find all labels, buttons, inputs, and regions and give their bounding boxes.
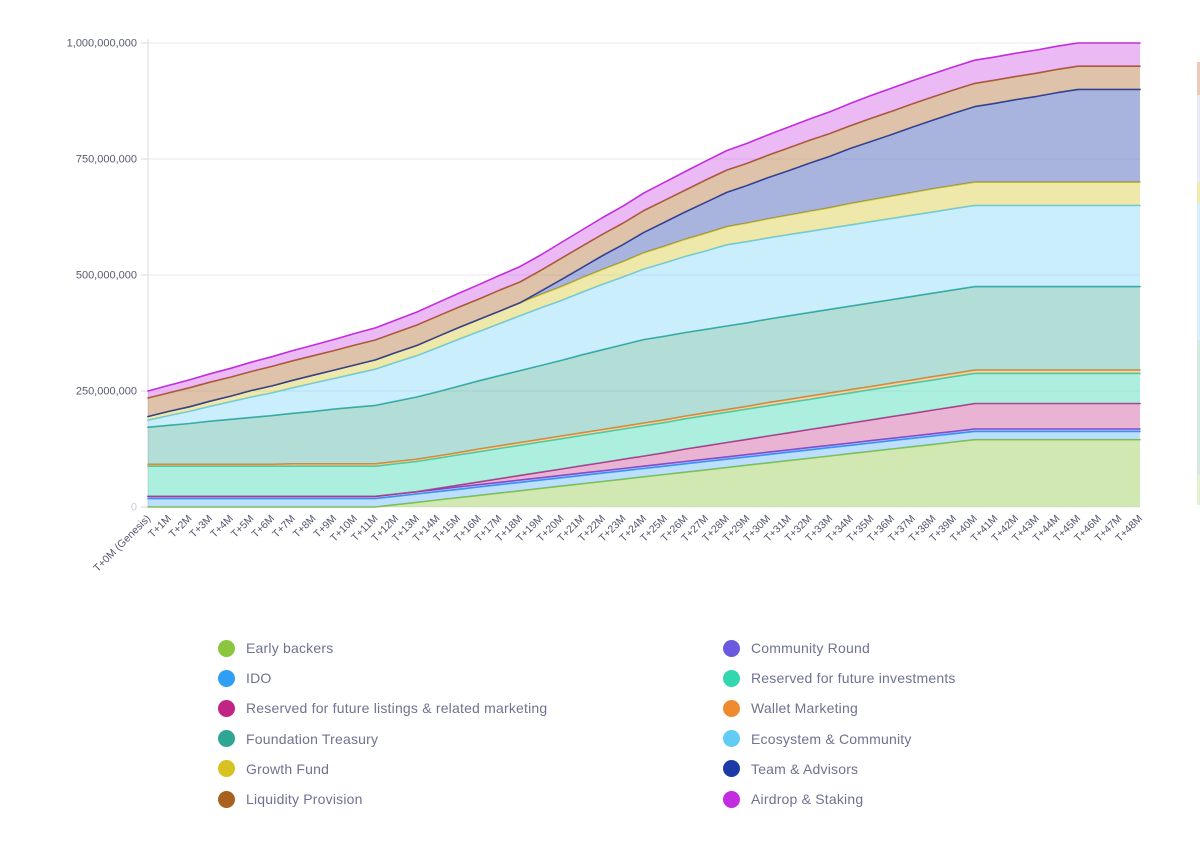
legend-item-liquidity-provision[interactable]: Liquidity Provision bbox=[218, 784, 547, 814]
y-axis-label: 250,000,000 bbox=[76, 386, 137, 398]
area-top-edge-ecosystem-community bbox=[147, 204, 1141, 421]
legend-item-foundation-treasury[interactable]: Foundation Treasury bbox=[218, 724, 547, 754]
area-team-advisors[interactable] bbox=[148, 89, 1140, 417]
area-top-edge-foundation-treasury bbox=[147, 285, 1141, 428]
legend-dot-team-advisors bbox=[723, 760, 740, 778]
edge-artifact-segment bbox=[1197, 340, 1200, 475]
y-axis-label: 1,000,000,000 bbox=[67, 38, 137, 50]
legend-dot-growth-fund bbox=[218, 760, 235, 778]
edge-artifact-segment bbox=[1197, 203, 1200, 340]
area-ecosystem-community[interactable] bbox=[148, 205, 1140, 428]
legend-label: Airdrop & Staking bbox=[751, 791, 864, 808]
area-foundation-treasury[interactable] bbox=[148, 286, 1140, 465]
legend-label: Reserved for future investments bbox=[751, 670, 956, 687]
edge-artifact-segment bbox=[1197, 475, 1200, 505]
y-axis-label: 750,000,000 bbox=[76, 154, 137, 166]
x-axis-label: T+2M bbox=[167, 513, 195, 541]
legend-column-1: Early backers IDO Reserved for future list… bbox=[218, 633, 547, 814]
area-top-edge-liquidity-provision bbox=[147, 65, 1141, 399]
chart-svg: 0 250,000,000 500,000,000 750,000,000 1,000,… bbox=[67, 38, 1145, 575]
area-top-edge-wallet-marketing bbox=[147, 369, 1141, 466]
legend-label: IDO bbox=[246, 670, 272, 687]
legend-dot-early-backers bbox=[218, 639, 235, 657]
legend-item-airdrop-staking[interactable]: Airdrop & Staking bbox=[723, 784, 956, 814]
x-axis-label: T+0M (Genesis) bbox=[91, 513, 153, 575]
edge-artifact-segment bbox=[1197, 62, 1200, 95]
legend-dot-foundation-treasury bbox=[218, 730, 235, 748]
legend-item-community-round[interactable]: Community Round bbox=[723, 633, 956, 663]
legend-label: Reserved for future listings & related m… bbox=[246, 700, 548, 717]
x-axis-label: T+1M bbox=[146, 513, 174, 541]
edge-artifact-segment bbox=[1197, 95, 1200, 183]
x-axis-label: T+6M bbox=[249, 513, 277, 541]
legend-item-growth-fund[interactable]: Growth Fund bbox=[218, 754, 547, 784]
edge-artifact-segment bbox=[1197, 183, 1200, 203]
stacked-areas[interactable] bbox=[147, 42, 1141, 508]
grid-lines bbox=[148, 42, 1140, 508]
area-top-edge-team-advisors bbox=[147, 88, 1141, 418]
legend-dot-ido bbox=[218, 669, 235, 687]
x-axis-label: T+7M bbox=[270, 513, 298, 541]
legend-item-early-backers[interactable]: Early backers bbox=[218, 633, 547, 663]
legend-item-reserved-for-future-investments[interactable]: Reserved for future investments bbox=[723, 663, 956, 693]
area-early-backers[interactable] bbox=[148, 439, 1140, 507]
area-top-edge-reserved-for-future-investments bbox=[147, 372, 1141, 467]
area-reserved-for-future-investments[interactable] bbox=[148, 373, 1140, 497]
legend-column-2: Community Round Reserved for future inves… bbox=[723, 633, 956, 814]
y-axis-label: 0 bbox=[131, 502, 137, 514]
x-axis-labels: T+0M (Genesis)T+1MT+2MT+3MT+4MT+5MT+6MT+… bbox=[91, 513, 1145, 575]
legend-label: Community Round bbox=[751, 640, 870, 657]
y-axis: 0 250,000,000 500,000,000 750,000,000 1,000,… bbox=[67, 38, 149, 514]
legend-label: Growth Fund bbox=[246, 760, 330, 777]
area-reserved-for-future-listings-related-marketing[interactable] bbox=[148, 403, 1140, 497]
legend-dot-community-round bbox=[723, 639, 740, 657]
x-axis-label: T+5M bbox=[229, 513, 257, 541]
legend-dot-reserved-for-future-investments bbox=[723, 669, 740, 687]
legend-item-ido[interactable]: IDO bbox=[218, 663, 547, 693]
legend-dot-wallet-marketing bbox=[723, 699, 740, 717]
y-axis-label: 500,000,000 bbox=[76, 270, 137, 282]
legend-label: Liquidity Provision bbox=[246, 791, 363, 808]
legend-label: Foundation Treasury bbox=[246, 730, 379, 747]
legend-item-reserved-for-future-listings-related-marketing[interactable]: Reserved for future listings & related m… bbox=[218, 693, 547, 723]
area-liquidity-provision[interactable] bbox=[148, 66, 1140, 417]
legend-dot-reserved-for-future-listings-related-marketing bbox=[218, 699, 235, 717]
legend-item-team-advisors[interactable]: Team & Advisors bbox=[723, 754, 956, 784]
legend-label: Team & Advisors bbox=[751, 760, 859, 777]
legend-item-wallet-marketing[interactable]: Wallet Marketing bbox=[723, 693, 956, 723]
x-axis-label: T+3M bbox=[187, 513, 215, 541]
x-axis-label: T+8M bbox=[291, 513, 319, 541]
area-top-edge-airdrop-staking bbox=[147, 42, 1141, 392]
legend-label: Early backers bbox=[246, 640, 334, 657]
area-top-edge-early-backers bbox=[147, 438, 1141, 508]
legend-label: Ecosystem & Community bbox=[751, 730, 912, 747]
area-growth-fund[interactable] bbox=[148, 182, 1140, 421]
legend-dot-liquidity-provision bbox=[218, 790, 235, 808]
legend-label: Wallet Marketing bbox=[751, 700, 858, 717]
legend-item-ecosystem-community[interactable]: Ecosystem & Community bbox=[723, 724, 956, 754]
x-axis-label: T+4M bbox=[208, 513, 236, 541]
legend-dot-airdrop-staking bbox=[723, 790, 740, 808]
area-top-edge-ido bbox=[147, 430, 1141, 500]
area-top-edge-reserved-for-future-listings-related-marketing bbox=[147, 402, 1141, 498]
legend-dot-ecosystem-community bbox=[723, 730, 740, 748]
